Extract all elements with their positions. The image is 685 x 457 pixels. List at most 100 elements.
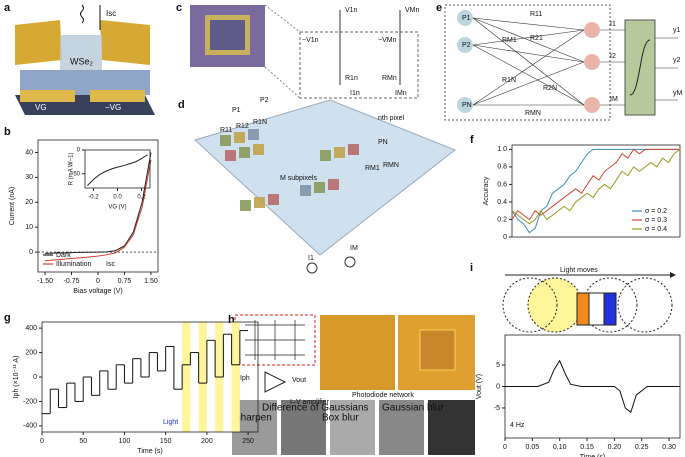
x-tick-label: 0.15 <box>580 444 594 451</box>
label: RMN <box>525 110 541 117</box>
label: R11 <box>220 127 232 134</box>
panel-label: a <box>4 2 11 14</box>
label: RMN <box>383 162 399 169</box>
label: R11 <box>530 11 542 18</box>
x-axis-label: Bias voltage (V) <box>73 288 122 295</box>
label: PN <box>378 139 388 146</box>
panel-label: d <box>178 99 185 111</box>
label: Vout <box>292 377 306 384</box>
y-axis-label: Iph (×10⁻¹¹ A) <box>13 356 20 399</box>
y-tick-label: 1.0 <box>497 146 507 153</box>
series-line <box>511 148 680 221</box>
label: P2 <box>462 42 471 49</box>
y-tick-label: 5 <box>496 362 500 369</box>
y-tick-label: 0.8 <box>497 164 507 171</box>
y-tick-label: 0.2 <box>497 216 507 223</box>
label: Sharpen <box>234 413 272 424</box>
label: IM <box>350 245 358 252</box>
series-line <box>505 359 680 414</box>
x-tick-label: 0 <box>96 278 100 285</box>
x-tick-label: 250 <box>242 438 254 445</box>
x-tick-label: 0.75 <box>118 278 132 285</box>
x-tick-label: 0.30 <box>662 444 676 451</box>
panel-label: g <box>4 312 11 324</box>
label: y2 <box>673 57 681 64</box>
annotation: 4 Hz <box>510 422 525 429</box>
y-tick-label: 30 <box>25 174 33 181</box>
y-tick-label: 0.6 <box>497 181 507 188</box>
label: P1 <box>232 107 241 114</box>
label: R1n <box>345 75 358 82</box>
label: I2 <box>610 53 616 60</box>
label: I–V amplifier <box>290 399 330 406</box>
y-tick-label: -50 <box>71 171 80 177</box>
label: RM1 <box>502 37 517 44</box>
plot-frame <box>41 321 259 433</box>
label: −VMn <box>378 37 397 44</box>
legend-label: σ = 0.2 <box>645 208 667 215</box>
legend-label: Illumination <box>56 261 92 268</box>
x-tick-label: 0 <box>503 444 507 451</box>
y-tick-label: 0 <box>33 374 37 381</box>
y-tick-label: -400 <box>23 423 37 430</box>
label: V1n <box>345 7 358 14</box>
label: R12 <box>236 123 249 130</box>
y-tick-label: 200 <box>25 349 37 356</box>
series-line <box>45 152 152 254</box>
x-tick-label: -0.2 <box>88 195 99 201</box>
x-tick-label: 100 <box>119 438 131 445</box>
x-tick-label: 0.2 <box>137 195 146 201</box>
panel-a: a WSe₂ VG −VG Isc <box>4 2 155 115</box>
y-tick-label: 20 <box>25 199 33 206</box>
label: −V1n <box>302 37 319 44</box>
x-tick-label: 0.0 <box>113 195 122 201</box>
label: RMn <box>382 75 397 82</box>
label: Box blur <box>322 413 359 424</box>
x-tick-label: 50 <box>79 438 87 445</box>
panel-e: e P1 P2 PN R11 RM1 R21 R1N R2N RMN I1 I2… <box>436 2 683 121</box>
annotation: Isc <box>106 261 115 268</box>
series-line <box>87 154 148 186</box>
light-band <box>198 322 207 432</box>
x-tick-label: 200 <box>201 438 213 445</box>
legend-label: σ = 0.3 <box>645 217 667 224</box>
y-tick-label: 10 <box>25 224 33 231</box>
label: −VG <box>105 103 121 112</box>
annotation: Light <box>163 419 178 426</box>
label: I1 <box>308 255 314 262</box>
label: R2N <box>543 85 557 92</box>
panel-label: c <box>176 2 182 14</box>
label: R1N <box>253 119 267 126</box>
label: I1 <box>610 21 616 28</box>
label: P1 <box>462 15 471 22</box>
y-tick-label: 0 <box>77 148 81 154</box>
legend-label: σ = 0.4 <box>645 226 667 233</box>
y-tick-label: 0 <box>503 234 507 241</box>
x-tick-label: 0.25 <box>635 444 649 451</box>
series-line <box>45 159 152 262</box>
label: Gaussian blur <box>382 403 444 414</box>
panel-label: f <box>470 134 474 146</box>
x-tick-label: 0 <box>40 438 44 445</box>
y-tick-label: 0 <box>29 249 33 256</box>
x-axis-label: Time (s) <box>580 454 605 457</box>
label: P2 <box>260 97 269 104</box>
label: yM <box>673 90 683 97</box>
x-tick-label: 0.10 <box>553 444 567 451</box>
x-axis-label: VG (V) <box>108 205 126 211</box>
y-axis-label: Vout (V) <box>476 374 483 399</box>
plot-frame <box>511 144 681 238</box>
label: R1N <box>502 77 516 84</box>
y-tick-label: 0 <box>496 383 500 390</box>
x-tick-label: -0.75 <box>64 278 80 285</box>
label: I1n <box>350 90 360 97</box>
y-axis-label: Current (nA) <box>9 187 16 226</box>
plot-frame <box>84 149 151 189</box>
label: IM <box>610 96 618 103</box>
panel-c: c V1n VMn −V1n −VMn R1n RMn I1n IMn <box>176 2 420 99</box>
legend-label: Dark <box>56 252 71 259</box>
label: RM1 <box>365 165 380 172</box>
light-band <box>182 322 191 432</box>
label: VG <box>35 103 47 112</box>
